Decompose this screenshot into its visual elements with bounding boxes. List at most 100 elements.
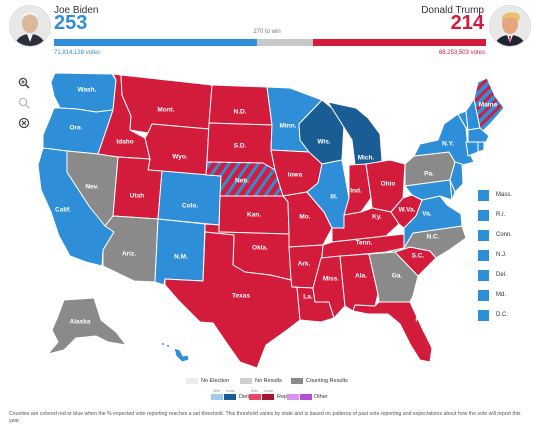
legend-counting-swatch — [291, 378, 303, 384]
rep-bar-fill — [313, 39, 486, 46]
legend-dem-label: Dem. — [239, 394, 253, 400]
state-label-al: Ala. — [355, 273, 367, 280]
state-wy — [144, 123, 210, 176]
state-label-wv: W.Va. — [399, 207, 416, 214]
small-state-label: Md. — [496, 292, 507, 298]
state-label-ca: Calif. — [55, 207, 71, 214]
legend-no-results-swatch — [240, 378, 252, 384]
state-label-sc: S.C. — [412, 253, 425, 260]
state-label-nm: N.M. — [174, 254, 188, 261]
state-ri — [477, 141, 485, 153]
reset-icon[interactable] — [16, 115, 32, 131]
state-label-nv: Nev. — [85, 184, 98, 191]
legend-counting-label: Counting Results — [306, 378, 348, 384]
small-state-label: Conn. — [496, 232, 513, 238]
state-label-mo: Mo. — [299, 214, 310, 221]
legend-rep-lean-label: Lean — [264, 388, 273, 393]
small-state-box-mass[interactable] — [478, 190, 489, 201]
state-label-mt: Mont. — [157, 107, 175, 114]
small-state-label: Mass. — [496, 192, 513, 198]
state-label-fl: Fla. — [415, 317, 426, 324]
legend-dem-win-swatch — [224, 394, 236, 400]
state-hi-islands — [161, 342, 165, 346]
state-label-tx: Texas — [232, 293, 250, 300]
legend-other-label: Other — [314, 394, 328, 400]
small-state-box-dc[interactable] — [478, 310, 489, 321]
state-label-ut: Utah — [130, 193, 144, 200]
state-label-tn: Tenn. — [356, 240, 373, 247]
dem-electoral-votes: 253 — [54, 12, 88, 34]
legend-dem-lean-swatch — [211, 394, 223, 400]
state-label-ms: Miss. — [323, 276, 339, 283]
state-nd — [208, 84, 273, 126]
small-state-box-conn[interactable] — [478, 230, 489, 241]
zoom-out-icon[interactable] — [16, 95, 32, 111]
state-label-az: Ariz. — [122, 251, 136, 258]
state-co — [157, 170, 222, 226]
small-state-label: Del. — [496, 272, 507, 278]
electoral-vote-bar — [54, 39, 486, 46]
small-state-box-nj[interactable] — [478, 250, 489, 261]
state-de — [449, 179, 456, 201]
state-label-va: Va. — [422, 211, 432, 218]
state-label-oh: Ohio — [381, 181, 396, 188]
state-ak — [47, 297, 127, 355]
state-label-ne: Neb. — [235, 178, 249, 185]
state-label-ga: Ga. — [392, 273, 403, 280]
small-state-label: R.I. — [496, 212, 506, 218]
state-ct — [465, 141, 479, 157]
trump-avatar — [489, 5, 531, 47]
footnote: Counties are colored red or blue when th… — [9, 411, 521, 424]
state-hi — [173, 347, 190, 363]
state-label-mi: Mich. — [358, 155, 375, 162]
state-label-pa: Pa. — [424, 171, 434, 178]
state-label-ak: Alaska — [70, 319, 91, 326]
dem-candidate-name: Joe Biden — [54, 5, 99, 16]
state-label-wy: Wyo. — [172, 154, 188, 161]
legend-rep-label: Rep. — [277, 394, 289, 400]
state-label-wa: Wash. — [78, 87, 97, 94]
state-label-co: Colo. — [182, 203, 198, 210]
legend-no-election-label: No Election — [201, 378, 230, 384]
small-state-box-md[interactable] — [478, 290, 489, 301]
state-label-ks: Kan. — [247, 212, 261, 219]
state-va — [403, 195, 463, 249]
state-label-il: Ill. — [330, 194, 337, 201]
legend-other-win-swatch — [300, 394, 312, 400]
state-nm — [154, 218, 206, 286]
biden-avatar — [9, 5, 51, 47]
state-label-ny: N.Y. — [442, 141, 454, 148]
state-ma — [467, 127, 490, 143]
win-threshold-label: 270 to win — [253, 29, 281, 35]
rep-popular-votes: 68,253,503 votes — [438, 50, 485, 56]
legend-other-lean-swatch — [287, 394, 299, 400]
dem-bar-fill — [54, 39, 258, 46]
legend-rep-lean-swatch — [249, 394, 261, 400]
state-label-in: Ind. — [350, 188, 362, 195]
legend-rep-win-label: Win — [251, 388, 258, 393]
legend-dem-lean-label: Lean — [226, 388, 235, 393]
state-tx — [164, 231, 301, 369]
small-state-label: N.J. — [496, 252, 507, 258]
legend-no-results-label: No Results — [255, 378, 282, 384]
dem-popular-votes: 71,814,138 votes — [54, 50, 101, 56]
legend-no-election-swatch — [186, 378, 198, 384]
state-label-wi: Wis. — [317, 139, 330, 146]
state-label-or: Ore. — [69, 125, 82, 132]
state-label-ar: Ark. — [298, 261, 311, 268]
state-label-nc: N.C. — [427, 234, 440, 241]
state-label-nd: N.D. — [234, 109, 247, 116]
small-state-box-ri[interactable] — [478, 210, 489, 221]
state-label-me: Maine — [479, 102, 498, 109]
zoom-in-icon[interactable] — [16, 75, 32, 91]
state-label-ok: Okla. — [252, 245, 268, 252]
state-label-sd: S.D. — [234, 143, 247, 150]
rep-candidate-name: Donald Trump — [421, 5, 484, 16]
small-state-box-del[interactable] — [478, 270, 489, 281]
state-label-la: La. — [303, 294, 313, 301]
state-label-mn: Minn. — [280, 123, 297, 130]
state-hi-islands-2 — [166, 344, 170, 348]
state-label-ky: Ky. — [372, 214, 382, 221]
state-nj — [449, 161, 464, 193]
